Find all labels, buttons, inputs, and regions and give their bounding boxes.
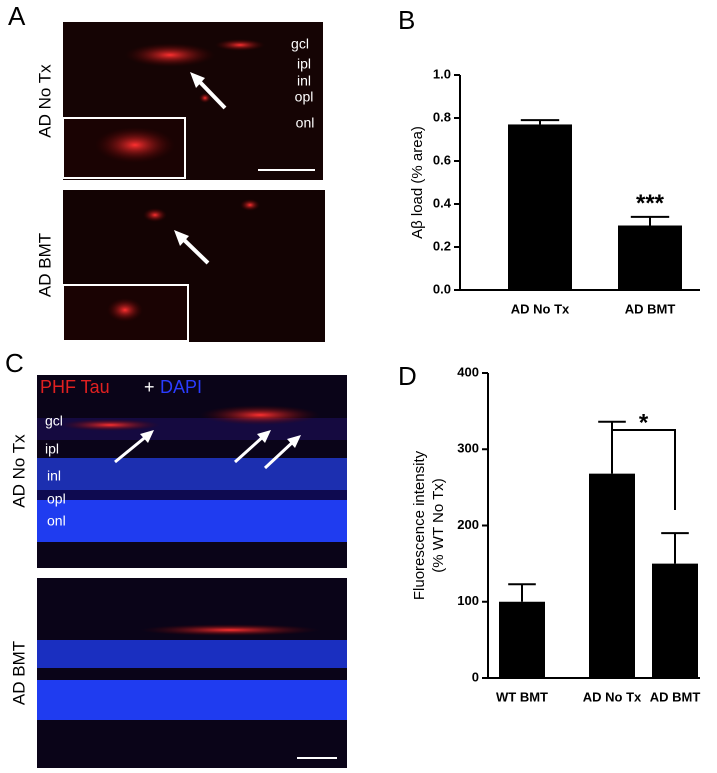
- row-label: AD No Tx: [9, 434, 28, 508]
- bar: [618, 225, 682, 290]
- significance: *: [639, 409, 649, 436]
- panel-label: D: [398, 361, 417, 391]
- layer-label: ipl: [297, 56, 311, 72]
- y-tick-label: 0.6: [433, 152, 451, 167]
- layer-label: opl: [47, 491, 66, 507]
- bar: [589, 473, 635, 678]
- row-label: AD BMT: [9, 641, 28, 705]
- layer-label: gcl: [291, 36, 309, 52]
- stain-label: DAPI: [160, 377, 202, 397]
- layer-label: inl: [297, 73, 311, 89]
- y-tick-label: 0.4: [433, 195, 452, 210]
- x-tick-label: AD BMT: [625, 301, 676, 316]
- y-tick-label: 400: [457, 364, 479, 379]
- y-tick-label: 200: [457, 517, 479, 532]
- y-tick-label: 0.0: [433, 281, 451, 296]
- y-axis-label: Fluorescence intensity: [411, 450, 428, 600]
- y-axis-label: (% WT No Tx): [430, 478, 447, 572]
- significance-bracket: [611, 429, 676, 510]
- layer-label: ipl: [45, 441, 59, 457]
- y-tick-label: 100: [457, 593, 479, 608]
- bar: [499, 601, 545, 678]
- y-tick-label: 0.2: [433, 238, 451, 253]
- y-tick-label: 0: [472, 669, 479, 684]
- row-label: AD No Tx: [35, 64, 54, 138]
- x-tick-label: AD BMT: [650, 689, 701, 704]
- micrograph-a: [62, 22, 325, 342]
- y-tick-label: 300: [457, 441, 479, 456]
- x-tick-label: AD No Tx: [511, 301, 570, 316]
- layer-label: onl: [47, 513, 66, 529]
- panel-label: A: [8, 1, 26, 31]
- y-tick-label: 1.0: [433, 66, 451, 81]
- micrograph-c: [37, 375, 347, 768]
- layer-label: onl: [296, 115, 315, 131]
- bar: [652, 563, 698, 678]
- significance: ***: [636, 190, 665, 217]
- layer-label: opl: [295, 89, 314, 105]
- panel-label: B: [398, 5, 415, 35]
- y-tick-label: 0.8: [433, 109, 451, 124]
- stain-label: PHF Tau: [40, 377, 110, 397]
- layer-label: gcl: [45, 413, 63, 429]
- bar: [508, 124, 572, 290]
- layer-label: inl: [47, 468, 61, 484]
- stain-label: +: [144, 377, 155, 397]
- panel-label: C: [5, 348, 24, 378]
- x-tick-label: AD No Tx: [583, 689, 642, 704]
- x-tick-label: WT BMT: [496, 689, 548, 704]
- y-axis-label: Aβ load (% area): [409, 126, 426, 239]
- row-label: AD BMT: [35, 233, 54, 297]
